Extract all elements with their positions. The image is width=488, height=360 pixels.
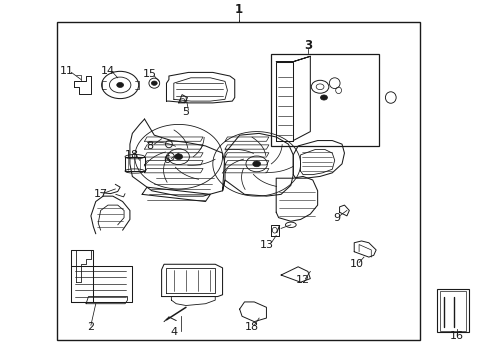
Bar bbox=[436, 289, 468, 332]
Text: 5: 5 bbox=[182, 107, 189, 117]
Text: 11: 11 bbox=[60, 66, 73, 76]
Text: 1: 1 bbox=[234, 3, 242, 16]
Text: 6: 6 bbox=[163, 155, 170, 165]
Text: 12: 12 bbox=[295, 275, 309, 285]
Text: 17: 17 bbox=[93, 189, 107, 199]
Text: 3: 3 bbox=[303, 39, 311, 52]
Circle shape bbox=[174, 154, 182, 159]
Bar bbox=[271, 54, 378, 146]
Circle shape bbox=[320, 95, 327, 100]
Text: 10: 10 bbox=[349, 259, 363, 269]
Text: 14: 14 bbox=[101, 66, 115, 76]
Text: 8: 8 bbox=[145, 141, 153, 151]
Text: 13: 13 bbox=[259, 239, 273, 249]
Text: 9: 9 bbox=[333, 213, 340, 222]
Text: 7: 7 bbox=[272, 225, 279, 235]
Text: 15: 15 bbox=[142, 69, 156, 79]
Text: 2: 2 bbox=[87, 322, 94, 332]
Circle shape bbox=[252, 161, 260, 167]
Circle shape bbox=[151, 81, 157, 85]
Text: 18: 18 bbox=[244, 322, 258, 332]
Circle shape bbox=[117, 82, 123, 87]
Bar bbox=[57, 22, 419, 339]
Text: 4: 4 bbox=[170, 327, 177, 337]
Bar bbox=[439, 291, 466, 330]
Text: 16: 16 bbox=[448, 331, 463, 341]
Text: 18: 18 bbox=[125, 150, 139, 160]
